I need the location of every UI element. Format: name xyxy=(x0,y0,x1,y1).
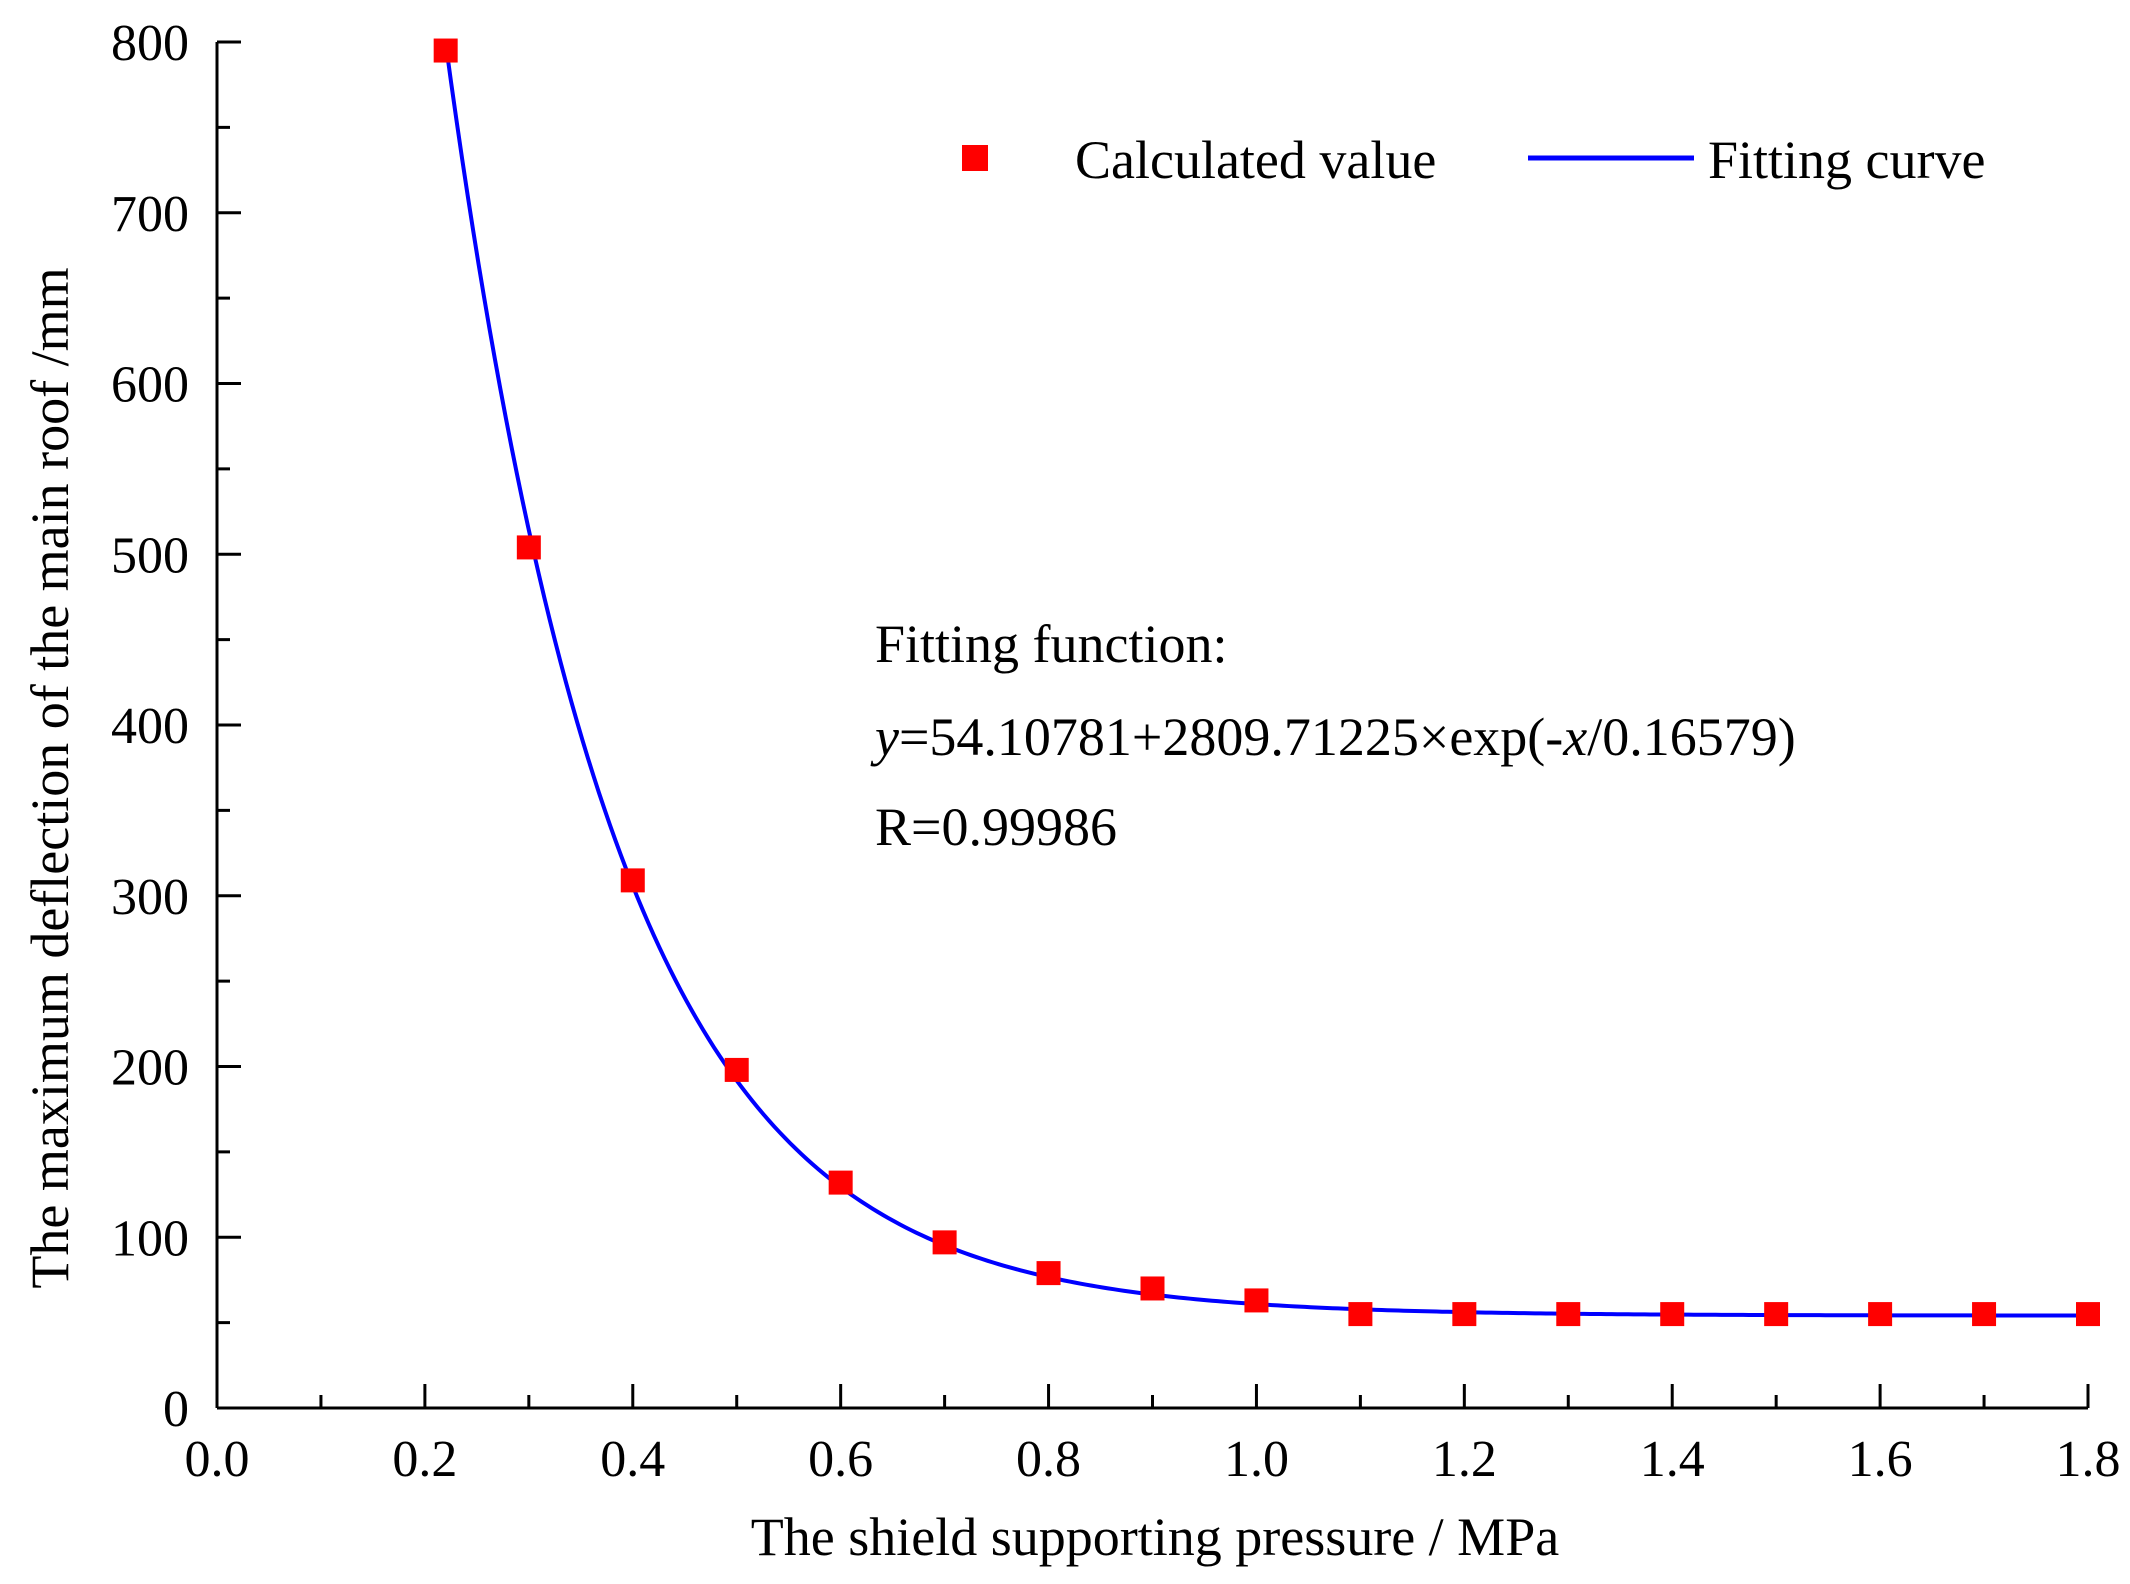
x-tick-label: 1.8 xyxy=(2056,1431,2121,1488)
data-point xyxy=(1244,1288,1269,1313)
x-tick-label: 0.8 xyxy=(1016,1431,1081,1488)
y-tick-label: 800 xyxy=(111,15,189,72)
data-point xyxy=(932,1230,957,1255)
legend-label-fitting-curve: Fitting curve xyxy=(1708,130,1985,190)
y-tick-label: 0 xyxy=(163,1381,189,1438)
y-axis-title: The maximum deflection of the main roof … xyxy=(20,267,80,1288)
data-point xyxy=(1036,1261,1061,1286)
fit-r-value: R=0.99986 xyxy=(875,797,1117,857)
fit-equation-x: x xyxy=(1562,707,1587,767)
data-point xyxy=(620,868,645,893)
data-point xyxy=(1348,1302,1373,1327)
y-tick-label: 400 xyxy=(111,698,189,755)
data-point xyxy=(433,38,458,63)
x-tick-label: 0.2 xyxy=(392,1431,457,1488)
legend-label-calculated-value: Calculated value xyxy=(1075,130,1436,190)
fit-heading: Fitting function: xyxy=(875,614,1228,674)
x-tick-label: 1.2 xyxy=(1432,1431,1497,1488)
x-tick-label: 0.4 xyxy=(600,1431,665,1488)
x-tick-label: 1.6 xyxy=(1848,1431,1913,1488)
legend: Calculated value Fitting curve xyxy=(962,130,1985,190)
fit-equation-part2: /0.16579) xyxy=(1587,707,1796,767)
fit-equation-y: y xyxy=(870,707,899,767)
scatter-points xyxy=(433,38,2100,1327)
data-point xyxy=(516,535,541,560)
x-tick-label: 0.6 xyxy=(808,1431,873,1488)
y-tick-label: 100 xyxy=(111,1210,189,1267)
data-point xyxy=(1452,1302,1477,1327)
y-axis-ticks: 0 100 200 300 400 500 600 700 800 xyxy=(111,15,241,1438)
data-point xyxy=(1556,1302,1581,1327)
data-point xyxy=(1764,1302,1789,1327)
data-point xyxy=(828,1170,853,1195)
data-point xyxy=(2076,1302,2100,1327)
x-axis-title: The shield supporting pressure / MPa xyxy=(751,1507,1559,1567)
y-tick-label: 600 xyxy=(111,357,189,414)
y-tick-label: 500 xyxy=(111,527,189,584)
x-tick-label: 0.0 xyxy=(185,1431,250,1488)
data-point xyxy=(1140,1276,1165,1301)
fitting-curve-line xyxy=(443,42,2088,1318)
fit-annotation: Fitting function: y=54.10781+2809.71225×… xyxy=(870,614,1796,857)
x-axis-ticks: 0.0 0.2 0.4 0.6 0.8 1.0 1.2 1.4 1.6 1.8 xyxy=(185,1384,2121,1488)
x-tick-label: 1.4 xyxy=(1640,1431,1705,1488)
y-tick-label: 300 xyxy=(111,869,189,926)
data-point xyxy=(1868,1302,1893,1327)
legend-marker-calculated-value xyxy=(962,145,988,171)
data-point xyxy=(724,1057,749,1082)
y-tick-label: 700 xyxy=(111,186,189,243)
data-point xyxy=(1660,1302,1685,1327)
fit-equation-part1: =54.10781+2809.71225×exp(- xyxy=(899,707,1563,767)
y-tick-label: 200 xyxy=(111,1040,189,1097)
data-point xyxy=(1972,1302,1997,1327)
x-tick-label: 1.0 xyxy=(1224,1431,1289,1488)
fit-equation: y=54.10781+2809.71225×exp(-x/0.16579) xyxy=(870,707,1796,767)
